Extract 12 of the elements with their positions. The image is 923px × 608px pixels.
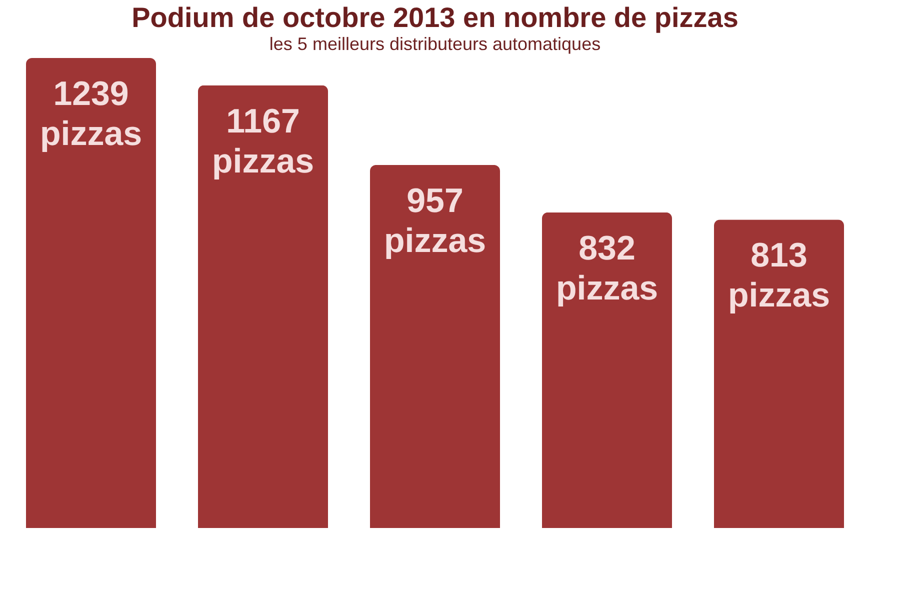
data-label: 957 pizzas — [384, 182, 486, 260]
bar — [542, 212, 672, 528]
data-label: 1167 pizzas — [212, 102, 314, 180]
bar — [714, 220, 844, 528]
bar — [370, 164, 500, 528]
bar — [26, 58, 156, 528]
data-label: 813 pizzas — [728, 236, 830, 315]
bar — [198, 85, 328, 528]
data-label: 832 pizzas — [556, 229, 658, 308]
chart-subtitle: les 5 meilleurs distributeurs automatiques — [269, 34, 601, 54]
data-label: 1239 pizzas — [40, 75, 142, 153]
chart-title: Podium de octobre 2013 en nombre de pizzas — [132, 2, 738, 33]
